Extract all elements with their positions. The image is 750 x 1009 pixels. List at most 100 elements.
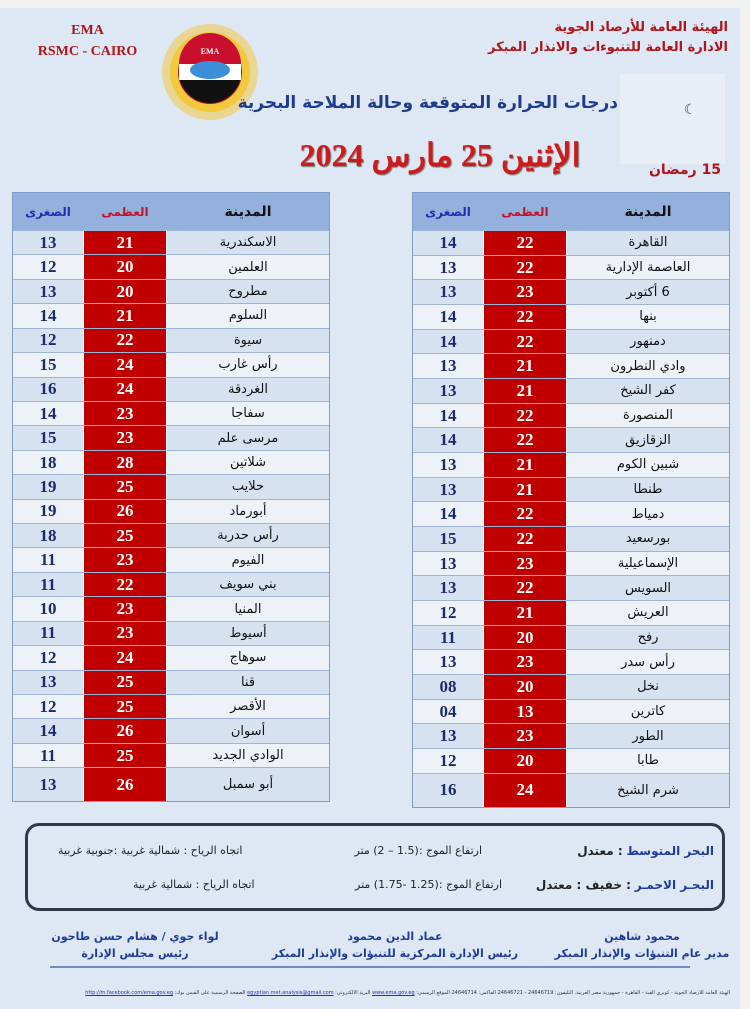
min-temperature: 14: [439, 430, 457, 450]
sea-state: : معتدل: [577, 844, 623, 858]
min-temperature: 12: [439, 750, 457, 770]
max-temperature: 23: [483, 650, 567, 675]
signatory-name: عماد الدين محمود: [347, 930, 443, 943]
max-temperature: 22: [483, 428, 567, 453]
max-temperature: 22: [483, 576, 567, 601]
city-name: رفح: [637, 630, 659, 646]
city-name: أبورماد: [229, 503, 267, 519]
email-label: البريد الالكتروني:: [335, 990, 371, 996]
header-city: المدينة: [224, 203, 272, 220]
max-temperature: 20: [83, 255, 167, 279]
header-min: الصغرى: [425, 204, 471, 219]
max-temperature: 24: [83, 353, 167, 377]
city-name: العريش: [627, 605, 669, 621]
max-temperature: 21: [483, 601, 567, 625]
max-temperature: 23: [83, 597, 167, 621]
signatory-title: رئيس مجلس الإدارة: [81, 947, 189, 960]
table-row: شرم الشيخ 24 16: [413, 772, 729, 807]
city-name: الغردقة: [228, 381, 268, 397]
table-row: بني سويف 22 11: [13, 571, 329, 597]
max-temperature: 22: [483, 305, 567, 329]
max-temperature: 22: [483, 502, 567, 527]
ema-label: EMA RSMC - CAIRO: [20, 20, 155, 62]
city-name: الفيوم: [231, 552, 265, 568]
table-row: كفر الشيخ 21 13: [413, 378, 729, 403]
min-temperature: 14: [39, 305, 57, 325]
max-temperature: 23: [83, 426, 167, 450]
city-name: شرم الشيخ: [617, 782, 679, 798]
min-temperature: 13: [39, 281, 57, 301]
city-name: كاترين: [630, 704, 666, 720]
forecast-bulletin: EMA RSMC - CAIRO EMA الهيئة العامة للأرص…: [0, 8, 740, 1009]
table-row: أسوان 26 14: [13, 718, 329, 743]
city-name: الوادي الجديد: [212, 748, 284, 764]
min-temperature: 15: [439, 528, 457, 548]
city-name: العاصمة الإدارية: [605, 260, 691, 275]
city-name: سفاجا: [231, 406, 265, 422]
table-row: المنصورة 22 14: [413, 402, 729, 428]
max-temperature: 23: [83, 401, 167, 426]
signatory-name: محمود شاهين: [604, 930, 680, 943]
table-row: نخل 20 08: [413, 674, 729, 699]
min-temperature: 19: [39, 476, 57, 496]
city-name: كفر الشيخ: [620, 383, 676, 399]
table-row: أبو سمبل 26 13: [13, 767, 329, 802]
table-row: دمياط 22 14: [413, 501, 729, 527]
city-name: نخل: [637, 679, 659, 695]
divider: [50, 966, 690, 968]
facebook-label: الصفحة الرسمية على الفيس بوك:: [174, 990, 246, 996]
facebook-link[interactable]: http://m.facebook.com/ema.gov.eg: [85, 990, 174, 996]
max-temperature: 20: [83, 279, 167, 304]
city-name: سيوة: [233, 332, 263, 348]
table-row: رأس حدربة 25 18: [13, 523, 329, 548]
table-row: رفح 20 11: [413, 624, 729, 650]
city-name: المنصورة: [622, 408, 674, 424]
city-name: بني سويف: [219, 577, 277, 593]
max-temperature: 26: [83, 768, 167, 802]
signature-chairman: لواء جوي / هشام حسن طاحون رئيس مجلس الإد…: [45, 928, 225, 962]
min-temperature: 13: [439, 380, 457, 400]
min-temperature: 14: [439, 405, 457, 425]
city-name: السويس: [624, 580, 672, 596]
min-temperature: 13: [439, 356, 457, 376]
table-row: القاهرة 22 14: [413, 230, 729, 255]
max-temperature: 23: [483, 280, 567, 305]
table-row: سفاجا 23 14: [13, 400, 329, 426]
max-temperature: 22: [483, 403, 567, 428]
city-name: القاهرة: [628, 235, 668, 251]
max-temperature: 21: [83, 304, 167, 328]
right-temperature-table: المدينة العظمى الصغرى القاهرة 22 14 العاصمة ال…: [412, 192, 730, 808]
min-temperature: 13: [439, 257, 457, 277]
ema-line: EMA: [71, 23, 104, 38]
table-row: وادي النطرون 21 13: [413, 353, 729, 379]
city-name: قنا: [240, 674, 256, 690]
table-row: الزقازيق 22 14: [413, 427, 729, 453]
min-temperature: 15: [39, 428, 57, 448]
rsmc-line: RSMC - CAIRO: [37, 44, 138, 59]
min-temperature: 13: [439, 479, 457, 499]
sea-name: البحر المتوسط: [626, 844, 714, 858]
table-header: المدينة العظمى الصغرى: [13, 193, 329, 230]
min-temperature: 14: [439, 232, 457, 252]
city-name: أسيوط: [229, 625, 267, 641]
max-temperature: 21: [483, 354, 567, 379]
website-link[interactable]: www.ema.gov.eg: [372, 990, 415, 996]
min-temperature: 10: [39, 599, 57, 619]
max-temperature: 26: [83, 499, 167, 524]
max-temperature: 25: [83, 695, 167, 719]
city-name: دمنهور: [630, 334, 666, 350]
city-name: رأس غارب: [218, 357, 278, 373]
email-link[interactable]: egyptian.met.analysis@gmail.com: [247, 990, 334, 996]
wave-height: ارتفاع الموج :(1.25 -1.75) متر: [355, 878, 502, 891]
max-temperature: 22: [83, 572, 167, 597]
table-row: السلوم 21 14: [13, 303, 329, 328]
city-name: 6 أكتوبر: [626, 284, 670, 300]
max-temperature: 23: [83, 621, 167, 646]
max-temperature: 22: [483, 255, 567, 280]
max-temperature: 26: [83, 719, 167, 743]
min-temperature: 13: [439, 454, 457, 474]
footer-contact: الهيئة العامة للأرصاد الجوية - كوبري الق…: [40, 990, 730, 996]
table-row: الاسكندرية 21 13: [13, 230, 329, 255]
table-row: حلايب 25 19: [13, 474, 329, 499]
min-temperature: 11: [439, 627, 457, 647]
